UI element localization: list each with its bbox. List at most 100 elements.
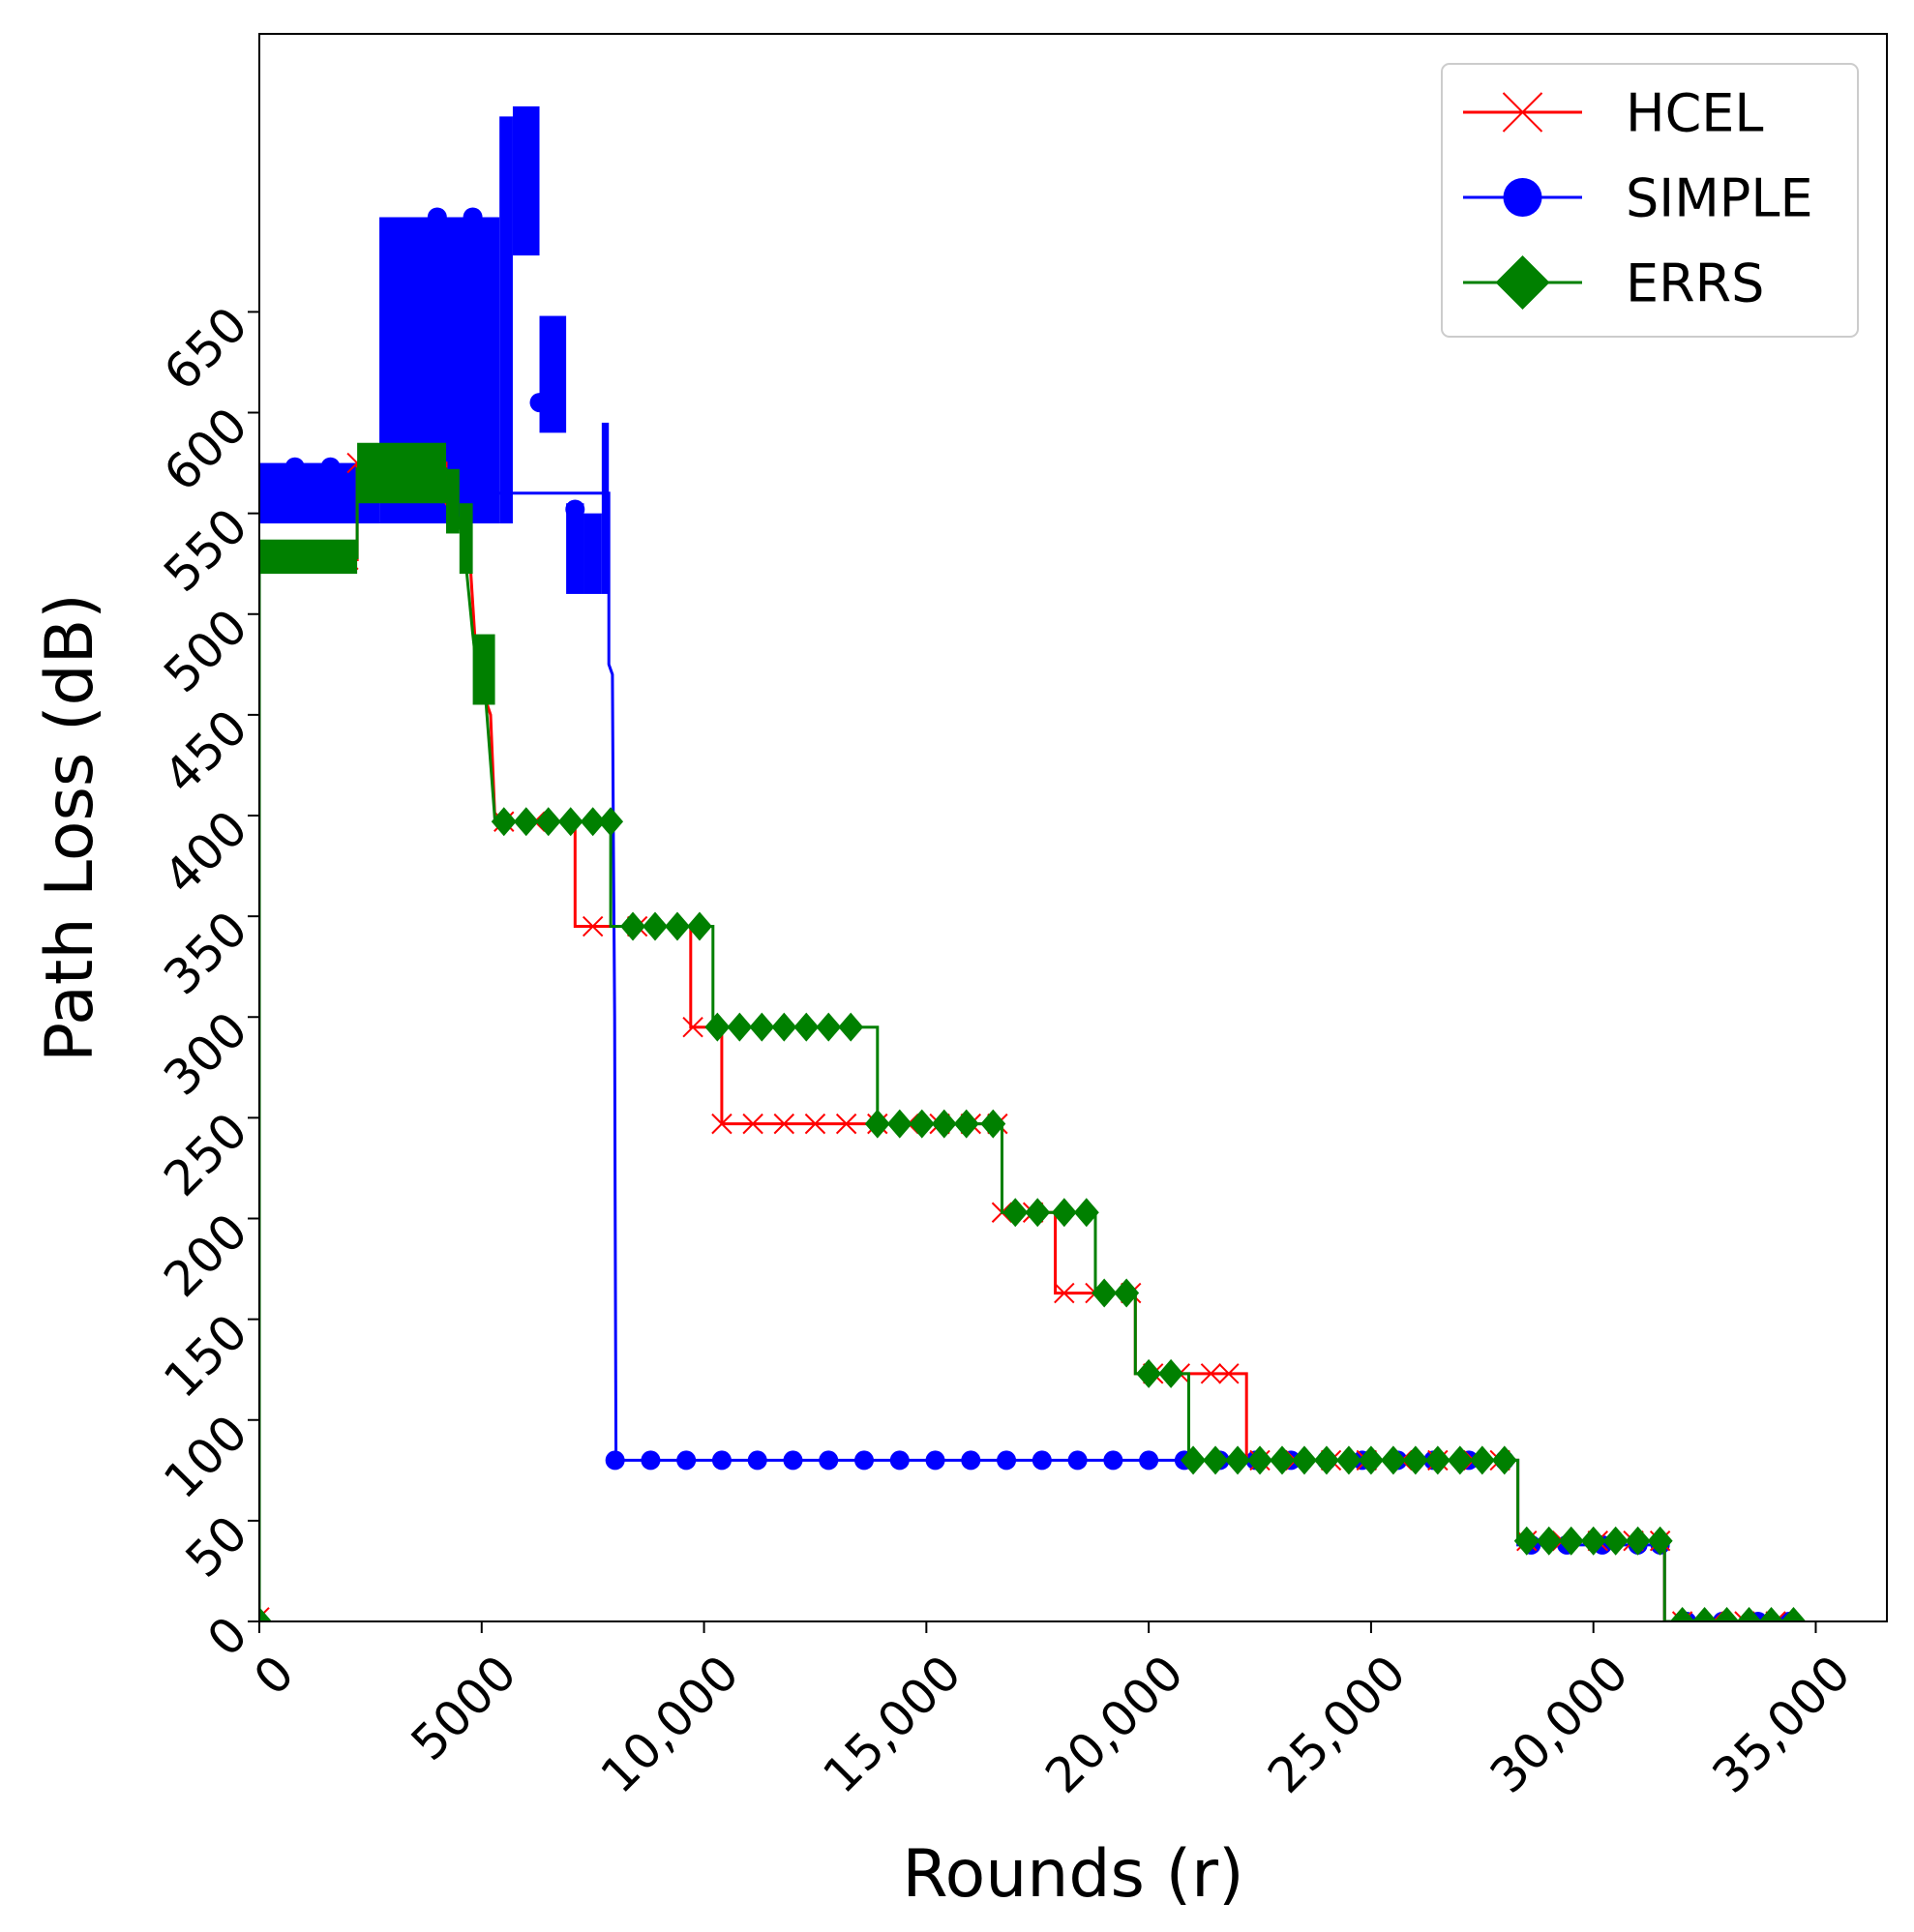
errs-marker-14 — [643, 911, 669, 941]
errs-marker-34 — [1092, 1278, 1118, 1308]
hcel-marker-10 — [682, 1016, 703, 1038]
simple-marker-1 — [320, 457, 341, 477]
errs-marker-29 — [980, 1109, 1006, 1139]
simple-band-7 — [601, 422, 610, 594]
hcel-marker-11 — [711, 1113, 733, 1135]
y-tick-label-4: 200 — [153, 1203, 257, 1307]
x-tick-label-3: 15,000 — [813, 1645, 972, 1804]
errs-marker-7 — [491, 807, 517, 837]
errs-marker-51 — [1469, 1445, 1495, 1475]
errs-marker-39 — [1203, 1445, 1229, 1475]
x-axis: 0 5000 10,000 15,000 20,000 25,000 30,000 35,00… — [243, 1621, 1861, 1804]
errs-marker-18 — [727, 1012, 753, 1042]
errs-marker-36 — [1136, 1358, 1162, 1388]
errs-marker-15 — [664, 911, 690, 941]
errs-marker-52 — [1491, 1445, 1517, 1475]
errs-marker-10 — [557, 807, 583, 837]
simple-band-4 — [539, 315, 567, 433]
hcel-marker-23 — [1054, 1282, 1075, 1304]
errs-band-4 — [472, 634, 495, 705]
errs-marker-63 — [1736, 1607, 1762, 1621]
errs-marker-35 — [1114, 1278, 1140, 1308]
x-tick-label-4: 20,000 — [1034, 1645, 1194, 1804]
y-tick-label-2: 100 — [153, 1405, 257, 1509]
errs-band-3 — [459, 503, 473, 575]
errs-marker-41 — [1247, 1445, 1273, 1475]
simple-marker-14 — [889, 1450, 910, 1471]
simple-marker-18 — [1032, 1450, 1052, 1471]
x-tick-label-5: 25,000 — [1257, 1645, 1417, 1804]
simple-marker-7 — [641, 1450, 661, 1471]
errs-marker-24 — [864, 1109, 890, 1139]
errs-marker-61 — [1691, 1607, 1718, 1621]
simple-marker-10 — [747, 1450, 767, 1471]
errs-marker-42 — [1269, 1445, 1295, 1475]
simple-marker-11 — [783, 1450, 803, 1471]
hcel-marker-8 — [582, 915, 604, 937]
legend-label-errs: ERRS — [1626, 253, 1764, 313]
errs-marker-2 — [295, 543, 321, 573]
errs-marker-19 — [749, 1012, 775, 1042]
simple-marker-17 — [997, 1450, 1017, 1471]
simple-marker-16 — [961, 1450, 981, 1471]
errs-marker-40 — [1225, 1445, 1251, 1475]
x-tick-label-1: 5000 — [401, 1645, 527, 1771]
y-tick-label-5: 250 — [153, 1102, 257, 1206]
errs-marker-53 — [1513, 1526, 1540, 1556]
errs-marker-54 — [1536, 1526, 1562, 1556]
simple-band-2 — [499, 116, 513, 524]
legend-marker-errs — [1495, 255, 1550, 310]
errs-marker-21 — [793, 1012, 820, 1042]
hcel-marker-29 — [1218, 1363, 1240, 1384]
errs-marker-28 — [953, 1109, 979, 1139]
errs-marker-32 — [1051, 1198, 1077, 1228]
errs-marker-20 — [771, 1012, 797, 1042]
errs-marker-62 — [1714, 1607, 1740, 1621]
errs-marker-47 — [1380, 1445, 1406, 1475]
simple-marker-6 — [605, 1450, 625, 1471]
errs-marker-25 — [886, 1109, 912, 1139]
errs-marker-16 — [686, 911, 712, 941]
simple-marker-3 — [463, 207, 483, 227]
x-tick-label-2: 10,000 — [590, 1645, 750, 1804]
simple-marker-19 — [1067, 1450, 1088, 1471]
y-tick-label-11: 550 — [153, 497, 257, 602]
legend-marker-hcel — [1502, 92, 1543, 133]
x-axis-title: Rounds (r) — [902, 1836, 1243, 1913]
errs-marker-4 — [357, 454, 383, 484]
errs-marker-60 — [1669, 1607, 1695, 1621]
errs-marker-23 — [838, 1012, 864, 1042]
legend-marker-simple — [1503, 178, 1542, 217]
y-tick-label-7: 350 — [153, 901, 257, 1005]
simple-marker-12 — [819, 1450, 839, 1471]
y-tick-label-10: 500 — [153, 599, 257, 703]
legend-label-hcel: HCEL — [1626, 82, 1764, 143]
y-tick-label-1: 50 — [175, 1505, 258, 1589]
y-tick-label-8: 400 — [153, 800, 257, 905]
hcel-series — [259, 452, 1803, 1621]
simple-marker-21 — [1139, 1450, 1159, 1471]
errs-marker-55 — [1558, 1526, 1584, 1556]
errs-marker-33 — [1073, 1198, 1099, 1228]
errs-marker-59 — [1647, 1526, 1673, 1556]
y-tick-label-3: 150 — [153, 1303, 257, 1408]
errs-marker-3 — [331, 543, 357, 573]
legend: HCEL SIMPLE ERRS — [1441, 63, 1859, 338]
simple-marker-2 — [427, 207, 447, 227]
errs-marker-31 — [1025, 1198, 1051, 1228]
hcel-marker-28 — [1200, 1363, 1222, 1384]
simple-marker-5 — [565, 499, 585, 520]
errs-marker-8 — [513, 807, 539, 837]
simple-band-5 — [566, 503, 584, 594]
errs-marker-9 — [535, 807, 561, 837]
simple-marker-8 — [676, 1450, 697, 1471]
errs-marker-58 — [1625, 1526, 1651, 1556]
errs-marker-27 — [931, 1109, 957, 1139]
errs-marker-45 — [1335, 1445, 1361, 1475]
errs-marker-13 — [620, 911, 646, 941]
errs-marker-30 — [1002, 1198, 1029, 1228]
errs-marker-26 — [909, 1109, 935, 1139]
errs-marker-57 — [1602, 1526, 1629, 1556]
